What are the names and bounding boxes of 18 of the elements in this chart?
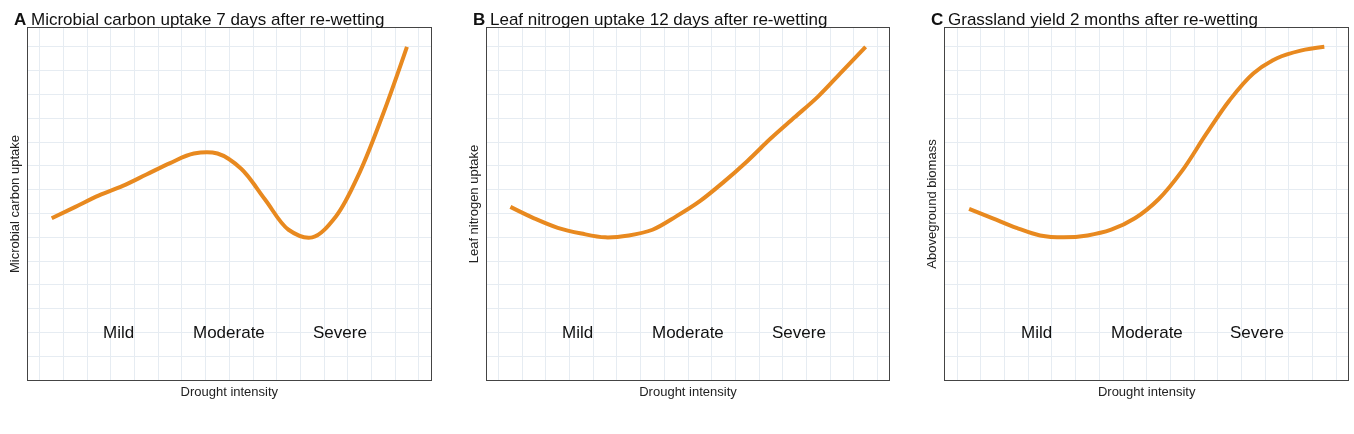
x-axis-title: Drought intensity	[1097, 383, 1196, 399]
x-axis-title: Drought intensity	[639, 383, 738, 399]
y-axis-title: Leaf nitrogen uptake	[465, 144, 481, 264]
text: Mild	[103, 323, 135, 342]
y-axis-title: Microbial carbon uptake	[6, 135, 22, 274]
text: Moderate	[193, 323, 265, 342]
text: Mild	[562, 323, 594, 342]
chart-title: C Grassland yield 2 months after re-wetting	[931, 10, 1258, 29]
chart-title: A Microbial carbon uptake 7 days after re-wetting	[14, 10, 385, 29]
text: Mild	[1021, 323, 1053, 342]
chart-title: B Leaf nitrogen uptake 12 days after re-wetting	[473, 10, 828, 29]
y-axis-title: Aboveground biomass	[924, 138, 940, 269]
text: Severe	[313, 323, 367, 342]
text: Severe	[772, 323, 826, 342]
text: Moderate	[1111, 323, 1183, 342]
x-axis-title: Drought intensity	[180, 383, 279, 399]
text: Moderate	[652, 323, 724, 342]
text: Severe	[1230, 323, 1284, 342]
